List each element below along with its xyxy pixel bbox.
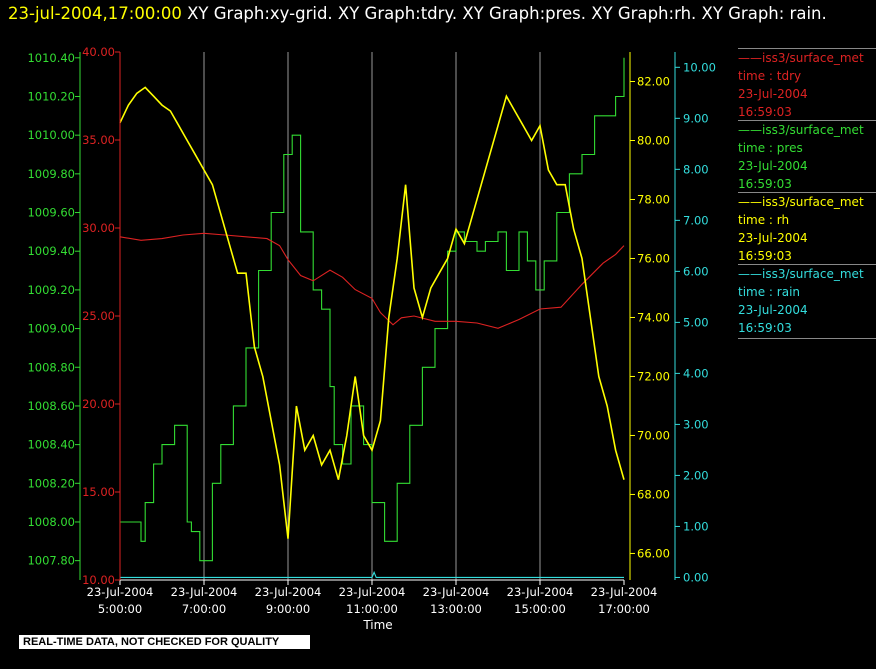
x-tick-label-date: 23-Jul-2004 (339, 585, 406, 599)
x-tick-label-time: 15:00:00 (514, 602, 566, 616)
legend-date: 23-Jul-2004 (738, 87, 808, 101)
legend-source: ——iss3/surface_met (738, 267, 864, 281)
legend-separator (738, 120, 876, 121)
rain-tick-label: 9.00 (683, 111, 709, 125)
rain-tick-label: 0.00 (683, 570, 709, 584)
legend-separator (738, 192, 876, 193)
pres-tick-label: 1008.60 (27, 399, 75, 413)
rain-tick-label: 5.00 (683, 315, 709, 329)
legend-separator (738, 48, 876, 49)
x-tick-label-date: 23-Jul-2004 (507, 585, 574, 599)
title-graph-list: XY Graph:xy-grid. XY Graph:tdry. XY Grap… (181, 4, 827, 23)
tdry-tick-label: 10.00 (82, 573, 115, 587)
rh-tick-label: 66.00 (637, 546, 670, 560)
tdry-tick-label: 20.00 (82, 397, 115, 411)
x-tick-label-time: 11:00:00 (346, 602, 398, 616)
rain-tick-label: 10.00 (683, 60, 716, 74)
series-line-rain (120, 570, 624, 578)
rh-tick-label: 78.00 (637, 192, 670, 206)
rh-tick-label: 76.00 (637, 251, 670, 265)
rh-tick-label: 70.00 (637, 428, 670, 442)
pres-tick-label: 1008.20 (27, 476, 75, 490)
pres-tick-label: 1009.20 (27, 283, 75, 297)
rain-tick-label: 7.00 (683, 213, 709, 227)
rain-tick-label: 3.00 (683, 417, 709, 431)
legend-separator (738, 338, 876, 339)
legend-source: ——iss3/surface_met (738, 51, 864, 65)
x-tick-label-date: 23-Jul-2004 (423, 585, 490, 599)
pres-tick-label: 1008.40 (27, 438, 75, 452)
tdry-tick-label: 35.00 (82, 133, 115, 147)
x-axis-label: Time (362, 618, 392, 632)
pres-tick-label: 1010.20 (27, 89, 75, 103)
x-tick-label-date: 23-Jul-2004 (255, 585, 322, 599)
legend-series-name: time : pres (738, 141, 803, 155)
series-line-pres (120, 57, 625, 562)
rh-tick-label: 72.00 (637, 369, 670, 383)
chart-title: 23-jul-2004,17:00:00 XY Graph:xy-grid. X… (8, 1, 868, 27)
rain-tick-label: 1.00 (683, 519, 709, 533)
x-tick-label-date: 23-Jul-2004 (591, 585, 658, 599)
legend-time: 16:59:03 (738, 177, 792, 191)
legend-date: 23-Jul-2004 (738, 231, 808, 245)
pres-tick-label: 1010.40 (27, 51, 75, 65)
tdry-tick-label: 40.00 (82, 45, 115, 59)
rh-tick-label: 82.00 (637, 74, 670, 88)
x-tick-label-time: 5:00:00 (98, 602, 142, 616)
tdry-tick-label: 25.00 (82, 309, 115, 323)
x-tick-label-time: 7:00:00 (182, 602, 226, 616)
pres-tick-label: 1009.80 (27, 167, 75, 181)
quality-disclaimer: REAL-TIME DATA, NOT CHECKED FOR QUALITY (19, 635, 310, 649)
x-tick-label-time: 17:00:00 (598, 602, 650, 616)
axes-layer: 23-Jul-2004 5:00:00 23-Jul-2004 7:00:00 23-J… (27, 45, 716, 616)
legend-time: 16:59:03 (738, 105, 792, 119)
pres-tick-label: 1009.40 (27, 244, 75, 258)
rain-tick-label: 6.00 (683, 264, 709, 278)
rain-tick-label: 4.00 (683, 366, 709, 380)
pres-tick-label: 1009.60 (27, 206, 75, 220)
legend-date: 23-Jul-2004 (738, 303, 808, 317)
legend-date: 23-Jul-2004 (738, 159, 808, 173)
x-tick-label-time: 13:00:00 (430, 602, 482, 616)
rain-tick-label: 2.00 (683, 468, 709, 482)
series-line-rh (119, 86, 625, 539)
legend-series-name: time : tdry (738, 69, 802, 83)
pres-tick-label: 1009.00 (27, 322, 75, 336)
legend-time: 16:59:03 (738, 249, 792, 263)
series-line-tdry (119, 232, 625, 329)
pres-tick-label: 1008.80 (27, 360, 75, 374)
rh-tick-label: 80.00 (637, 133, 670, 147)
pres-tick-label: 1007.80 (27, 554, 75, 568)
x-tick-label-date: 23-Jul-2004 (87, 585, 154, 599)
series-layer (119, 57, 625, 578)
legend-time: 16:59:03 (738, 321, 792, 335)
legend-series-name: time : rain (738, 285, 801, 299)
pres-tick-label: 1010.00 (27, 128, 75, 142)
x-tick-label-date: 23-Jul-2004 (171, 585, 238, 599)
tdry-tick-label: 15.00 (82, 485, 115, 499)
tdry-tick-label: 30.00 (82, 221, 115, 235)
legend-series-name: time : rh (738, 213, 790, 227)
legend-separator (738, 264, 876, 265)
x-tick-label-time: 9:00:00 (266, 602, 310, 616)
legend-source: ——iss3/surface_met (738, 195, 864, 209)
title-timestamp: 23-jul-2004,17:00:00 (8, 4, 182, 23)
rain-tick-label: 8.00 (683, 162, 709, 176)
rh-tick-label: 68.00 (637, 487, 670, 501)
rh-tick-label: 74.00 (637, 310, 670, 324)
pres-tick-label: 1008.00 (27, 515, 75, 529)
legend-source: ——iss3/surface_met (738, 123, 864, 137)
